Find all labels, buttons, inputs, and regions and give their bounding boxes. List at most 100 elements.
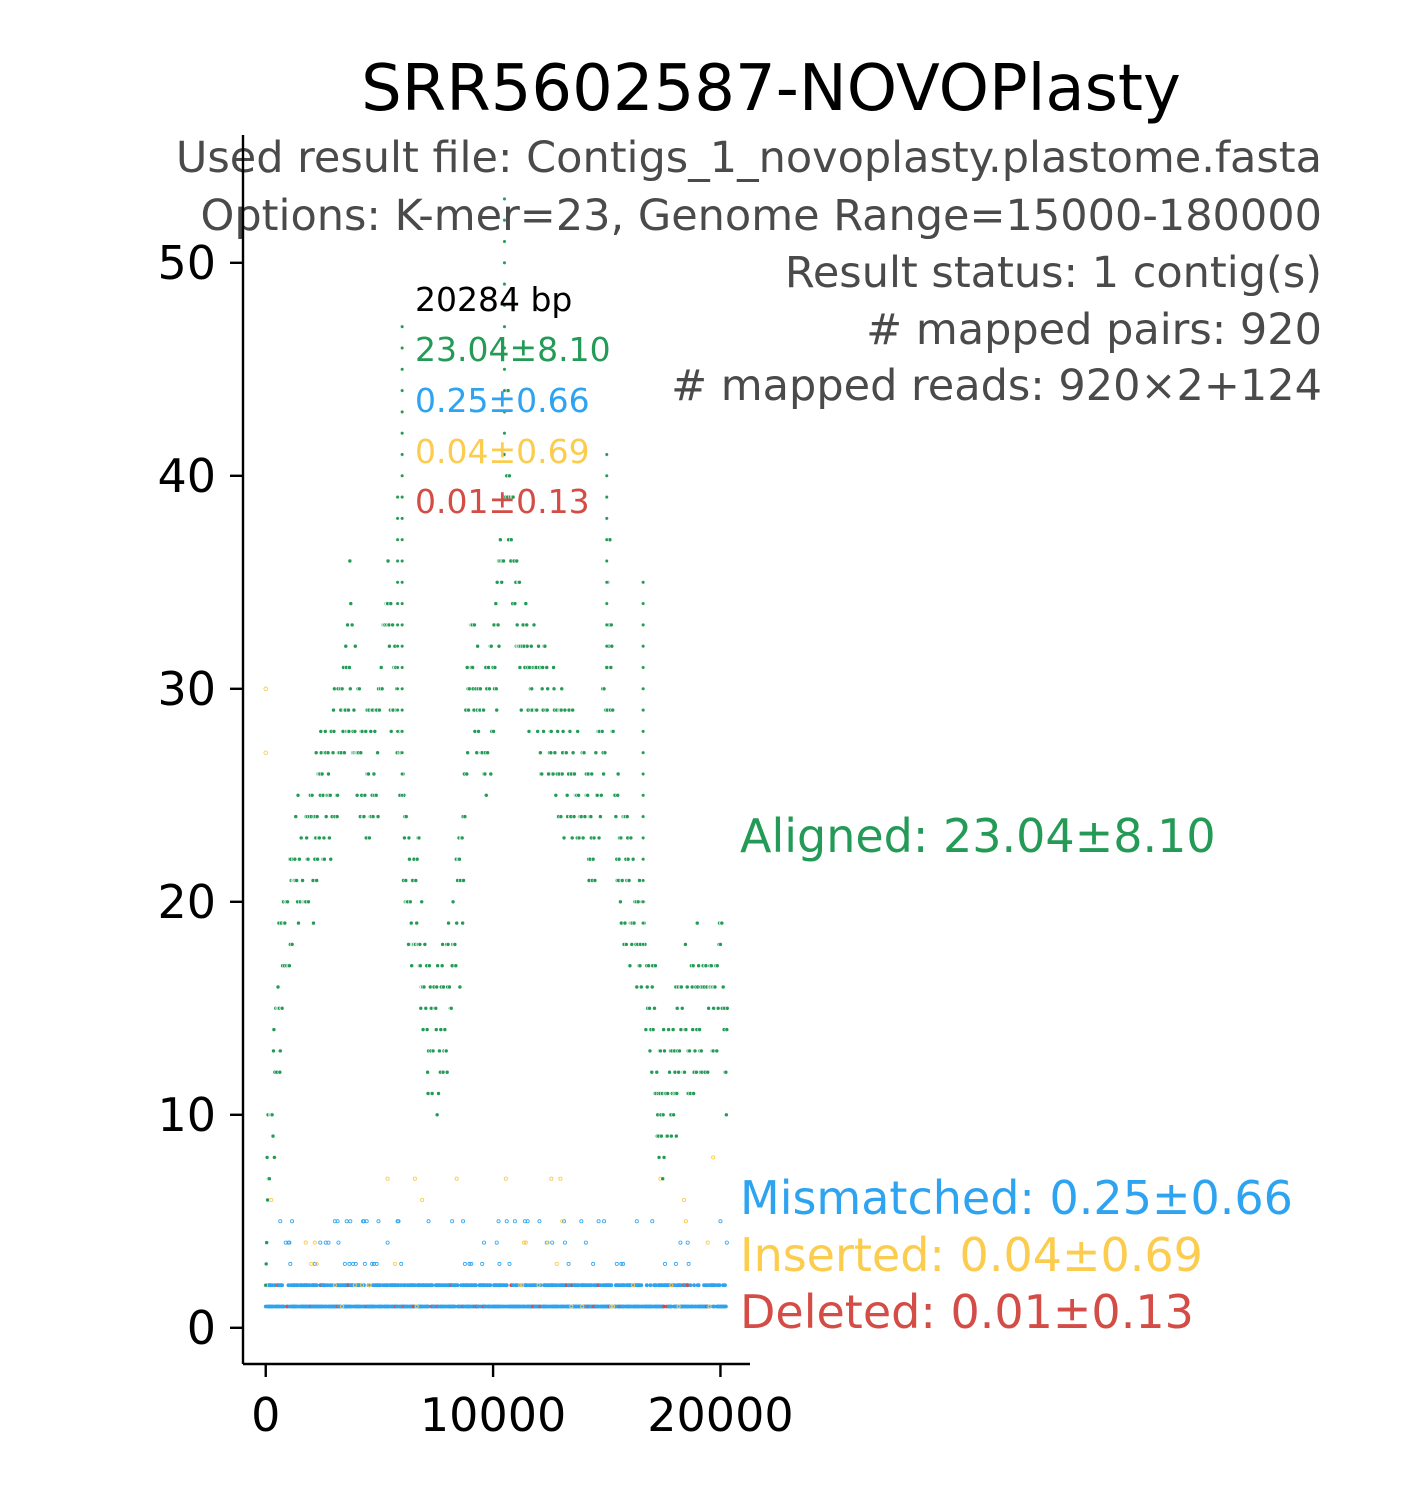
point-aligned <box>271 1048 276 1054</box>
point-aligned <box>263 1282 269 1288</box>
point-mismatched <box>307 1283 312 1288</box>
point-aligned <box>448 1005 454 1011</box>
point-mismatched <box>688 1283 693 1288</box>
point-mismatched <box>634 1219 639 1224</box>
point-aligned <box>466 707 471 713</box>
point-aligned <box>558 814 564 819</box>
point-aligned <box>654 1069 660 1075</box>
point-mismatched <box>724 1240 729 1245</box>
point-aligned <box>711 1005 716 1011</box>
point-aligned <box>508 537 514 542</box>
point-mismatched <box>678 1240 683 1245</box>
point-aligned <box>646 963 651 968</box>
point-aligned <box>293 814 299 819</box>
point-aligned <box>545 686 550 692</box>
point-aligned <box>315 856 320 862</box>
point-aligned <box>559 686 565 692</box>
point-aligned <box>641 580 646 585</box>
point-aligned <box>352 729 358 734</box>
point-mismatched <box>362 1261 367 1266</box>
point-aligned <box>604 452 609 457</box>
point-aligned <box>661 1155 667 1160</box>
point-aligned <box>388 729 394 734</box>
point-aligned <box>706 1005 711 1011</box>
point-aligned <box>496 643 502 649</box>
point-aligned <box>610 729 616 734</box>
point-aligned <box>347 665 352 670</box>
point-mismatched <box>283 1240 288 1245</box>
point-inserted <box>558 1176 563 1181</box>
point-aligned <box>502 431 507 436</box>
point-inserted <box>554 1261 559 1266</box>
point-aligned <box>406 835 412 841</box>
point-aligned <box>604 644 609 649</box>
point-mismatched <box>554 1283 559 1288</box>
point-mismatched <box>696 1283 701 1288</box>
point-inserted <box>454 1176 459 1181</box>
point-aligned <box>305 856 311 862</box>
point-aligned <box>400 452 405 457</box>
point-aligned <box>390 622 395 628</box>
y-tick-label: 10 <box>157 1088 216 1142</box>
point-aligned <box>718 942 723 947</box>
point-aligned <box>670 1027 676 1032</box>
point-aligned <box>650 1027 656 1032</box>
point-aligned <box>552 750 558 755</box>
point-aligned <box>653 963 658 968</box>
point-inserted <box>314 1261 319 1266</box>
point-aligned <box>400 367 405 372</box>
point-mismatched <box>287 1240 292 1245</box>
point-aligned <box>357 686 362 692</box>
point-aligned <box>618 899 623 905</box>
point-mismatched <box>348 1219 353 1224</box>
point-mismatched <box>371 1261 376 1266</box>
point-aligned <box>445 942 451 947</box>
point-aligned <box>314 878 319 883</box>
point-aligned <box>572 771 577 777</box>
point-aligned <box>372 729 378 734</box>
point-aligned <box>641 601 646 606</box>
point-mismatched <box>385 1240 390 1245</box>
point-inserted <box>545 1240 550 1245</box>
point-aligned <box>649 984 655 990</box>
point-aligned <box>306 899 311 905</box>
point-aligned <box>362 792 368 798</box>
point-aligned <box>433 1005 439 1011</box>
point-inserted <box>414 1304 419 1309</box>
point-aligned <box>604 495 609 500</box>
point-aligned <box>421 984 427 990</box>
point-aligned <box>684 984 690 990</box>
point-aligned <box>343 643 349 649</box>
point-aligned <box>314 814 320 819</box>
legend-deleted: Deleted: 0.01±0.13 <box>740 1285 1194 1339</box>
point-aligned <box>400 345 405 351</box>
point-aligned <box>313 750 319 755</box>
point-aligned <box>660 1112 666 1118</box>
point-aligned <box>609 643 615 649</box>
point-aligned <box>264 1240 269 1245</box>
point-mismatched <box>461 1219 466 1224</box>
point-aligned <box>502 239 507 244</box>
point-aligned <box>417 942 423 947</box>
point-aligned <box>517 579 522 585</box>
point-aligned <box>395 644 400 649</box>
point-mismatched <box>325 1283 330 1288</box>
point-aligned <box>502 345 507 351</box>
point-mismatched <box>364 1219 369 1224</box>
point-mismatched <box>430 1283 435 1288</box>
point-mismatched <box>609 1283 614 1288</box>
point-aligned <box>580 835 586 841</box>
point-mismatched <box>639 1283 644 1288</box>
point-mismatched <box>314 1283 319 1288</box>
point-inserted <box>669 1283 674 1288</box>
point-aligned <box>627 963 633 968</box>
point-aligned <box>666 1027 671 1032</box>
point-aligned <box>637 963 643 968</box>
point-aligned <box>408 899 413 905</box>
point-mismatched <box>504 1283 509 1288</box>
point-mismatched <box>399 1261 404 1266</box>
point-aligned <box>593 750 599 755</box>
point-mismatched <box>278 1219 283 1224</box>
point-aligned <box>460 920 465 926</box>
point-aligned <box>529 686 535 692</box>
